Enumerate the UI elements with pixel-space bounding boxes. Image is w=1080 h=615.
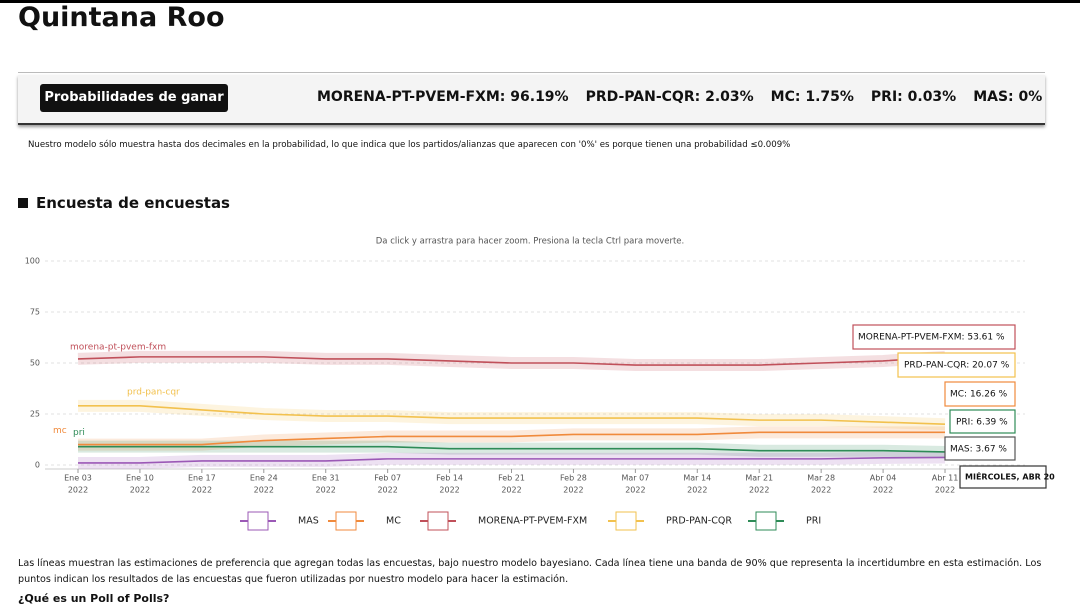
probability-item: MAS: 0% (973, 89, 1043, 105)
legend-label: MORENA-PT-PVEM-FXM (478, 516, 587, 527)
x-tick-label: Feb 07 (374, 474, 401, 483)
x-tick-label: Mar 28 (807, 474, 835, 483)
tooltip-box (897, 352, 1016, 378)
x-tick-label: Mar 07 (621, 474, 649, 483)
x-tick-label: Feb 14 (436, 474, 463, 483)
series-label: prd-pan-cqr (127, 387, 180, 397)
tooltip-entry: MC: 16.26 % (950, 390, 1008, 400)
x-tick-label: Abr 04 (870, 474, 897, 483)
x-tick-year: 2022 (254, 486, 274, 495)
x-tick-label: Ene 31 (312, 474, 340, 483)
tooltip-box (949, 409, 1016, 434)
series-line (78, 431, 946, 446)
top-border (0, 0, 1080, 3)
x-tick-label: Feb 21 (498, 474, 525, 483)
chart-hint: Da click y arrastra para hacer zoom. Pre… (376, 237, 684, 247)
x-tick-year: 2022 (501, 486, 521, 495)
x-tick-year: 2022 (563, 486, 583, 495)
tooltip-box (944, 381, 1016, 407)
legend-label: PRI (806, 516, 821, 527)
y-tick-label: 100 (25, 257, 40, 266)
faq-link[interactable]: ¿Qué es un Poll of Polls? (18, 592, 170, 605)
series-line (77, 356, 946, 366)
x-tick-year: 2022 (687, 486, 707, 495)
probability-list: MORENA-PT-PVEM-FXM: 96.19% PRD-PAN-CQR: … (317, 89, 1042, 105)
tooltip-entry: PRD-PAN-CQR: 20.07 % (904, 361, 1010, 371)
probability-item: MC: 1.75% (770, 89, 854, 105)
x-tick-year: 2022 (316, 486, 336, 495)
tooltip-date: MIÉRCOLES, ABR 20 (965, 471, 1055, 482)
legend-icon (755, 511, 777, 531)
y-tick-label: 25 (30, 410, 40, 419)
x-tick-label: Feb 28 (560, 474, 587, 483)
tooltip: MORENA-PT-PVEM-FXM: 53.61 % PRD-PAN-CQR:… (852, 324, 1055, 489)
page-title: Quintana Roo (18, 2, 225, 33)
tooltip-date-box (959, 465, 1047, 489)
legend-label: MAS (298, 516, 319, 527)
x-tick-year: 2022 (935, 486, 955, 495)
series-line (78, 405, 946, 425)
probability-item: PRD-PAN-CQR: 2.03% (585, 89, 754, 105)
x-tick-label: Ene 10 (126, 474, 154, 483)
y-tick-label: 50 (30, 359, 40, 368)
probability-item: MORENA-PT-PVEM-FXM: 96.19% (317, 89, 569, 105)
y-tick-label: 75 (30, 308, 40, 317)
series-line (78, 445, 946, 453)
section-title: Encuesta de encuestas (18, 194, 230, 212)
x-tick-year: 2022 (749, 486, 769, 495)
x-tick-year: 2022 (873, 486, 893, 495)
legend-label: PRD-PAN-CQR (666, 516, 732, 527)
x-tick-year: 2022 (192, 486, 212, 495)
legend-icon (335, 511, 357, 531)
legend-icon (427, 511, 449, 531)
x-tick-label: Ene 17 (188, 474, 216, 483)
tooltip-entry: MAS: 3.67 % (950, 445, 1007, 455)
x-tick-year: 2022 (811, 486, 831, 495)
probability-item: PRI: 0.03% (870, 89, 957, 105)
x-tick-label: Ene 24 (250, 474, 278, 483)
note: Nuestro modelo sólo muestra hasta dos de… (28, 140, 791, 150)
legend-icon (247, 511, 269, 531)
explanation: Las líneas muestran las estimaciones de … (18, 558, 1042, 585)
series-line (78, 456, 946, 464)
x-tick-year: 2022 (625, 486, 645, 495)
tooltip-entry: MORENA-PT-PVEM-FXM: 53.61 % (858, 333, 1005, 343)
uncertainty-band (78, 399, 946, 431)
tooltip-box (944, 436, 1016, 461)
x-tick-label: Mar 14 (683, 474, 711, 483)
x-tick-year: 2022 (130, 486, 150, 495)
x-tick-label: Mar 21 (745, 474, 773, 483)
x-tick-year: 2022 (377, 486, 397, 495)
series-label: morena-pt-pvem-fxm (70, 342, 166, 352)
series-label: pri (73, 428, 85, 438)
y-tick-label: 0 (35, 461, 40, 470)
x-tick-year: 2022 (68, 486, 88, 495)
series-label: mc (53, 426, 67, 436)
tooltip-entry: PRI: 6.39 % (956, 418, 1008, 428)
legend-icon (615, 511, 637, 531)
x-tick-label: Ene 03 (64, 474, 92, 483)
tooltip-box (852, 324, 1016, 350)
legend-label: MC (386, 516, 401, 527)
probability-button[interactable]: Probabilidades de ganar (40, 84, 228, 112)
x-tick-year: 2022 (439, 486, 459, 495)
divider (18, 72, 1045, 73)
x-tick-label: Abr 11 (932, 474, 959, 483)
